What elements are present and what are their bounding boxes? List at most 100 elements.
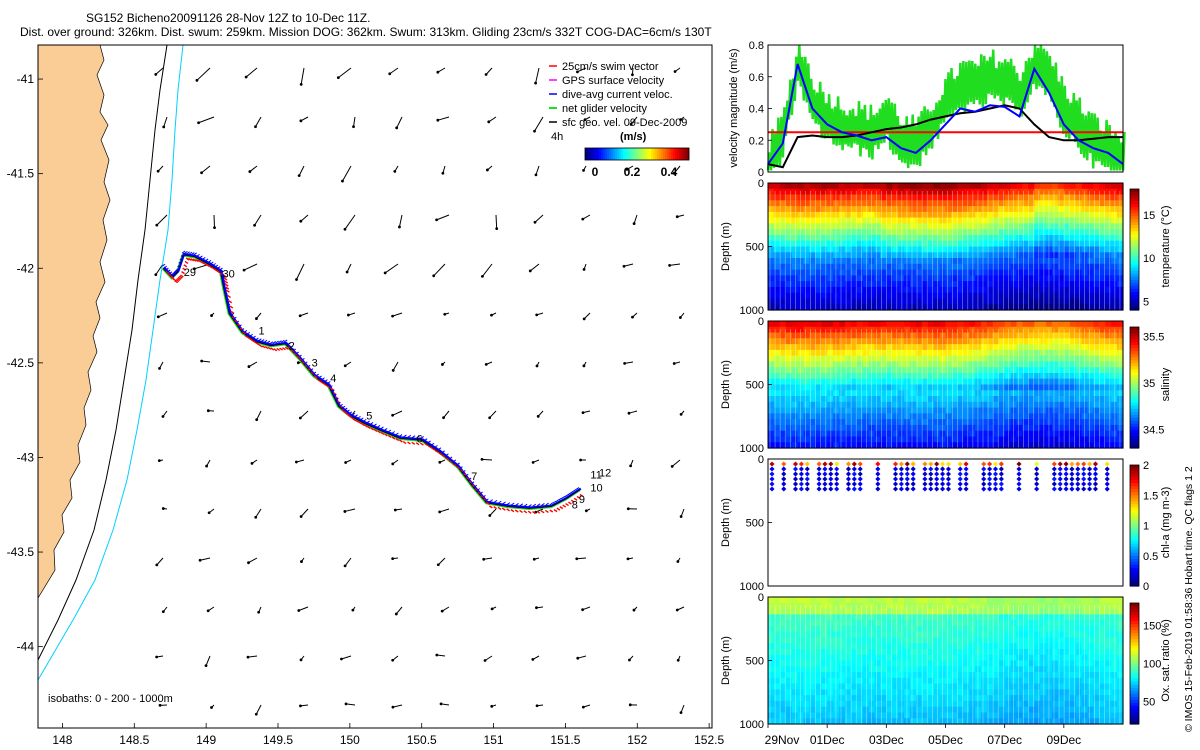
- section-cell: [1063, 614, 1071, 621]
- geo-vector-head: [297, 609, 301, 612]
- section-cell: [1075, 206, 1083, 213]
- swim-vector-mark: [313, 375, 318, 379]
- section-cell: [815, 396, 822, 403]
- section-cell: [1040, 194, 1047, 201]
- section-cell: [797, 229, 805, 236]
- section-cell: [856, 643, 864, 650]
- section-cell: [1004, 361, 1012, 368]
- section-cell: [791, 384, 799, 391]
- section-cell: [1099, 286, 1106, 294]
- section-cell: [768, 660, 775, 667]
- section-cell: [939, 436, 947, 443]
- map-ytick-label-3: -42.5: [7, 356, 35, 370]
- section-cell: [1010, 275, 1018, 282]
- section-cell: [1111, 263, 1118, 271]
- section-cell: [939, 373, 947, 380]
- geo-vector-head: [204, 664, 208, 668]
- section-cell: [874, 223, 881, 230]
- section-cell: [927, 424, 935, 432]
- dac-vector-mark: [502, 501, 506, 505]
- section-cell: [951, 275, 958, 282]
- section-cell: [768, 292, 775, 300]
- section-cell: [803, 637, 810, 644]
- colorbar-step: [1130, 279, 1139, 284]
- section-cell: [1075, 344, 1083, 351]
- section-cell: [969, 240, 976, 248]
- section-cell: [1111, 413, 1118, 420]
- section-cell: [1028, 654, 1035, 662]
- section-cell: [874, 361, 881, 368]
- section-cell: [1075, 361, 1083, 368]
- section-cell: [773, 321, 781, 328]
- section-cell: [827, 424, 834, 432]
- section-cell: [910, 338, 917, 345]
- section-cell: [1010, 401, 1018, 409]
- section-cell: [1040, 326, 1047, 334]
- section-cell: [1004, 217, 1012, 224]
- section-cell: [1040, 384, 1047, 391]
- speed-colorbar-step: [671, 148, 674, 160]
- section-cell: [1016, 442, 1023, 449]
- section-cell: [1105, 401, 1112, 409]
- section-cell: [833, 424, 840, 432]
- section-cell: [1028, 275, 1035, 282]
- dac-vector-mark: [416, 435, 420, 439]
- section-cell: [981, 620, 988, 627]
- section-cell: [1087, 223, 1094, 230]
- section-cell: [1081, 355, 1089, 362]
- section-cell: [886, 407, 893, 414]
- section-cell: [1022, 344, 1029, 351]
- geo-vector: [436, 214, 450, 221]
- chl-sample: [875, 486, 881, 492]
- section-cell: [1040, 269, 1047, 276]
- section-cell: [981, 672, 988, 679]
- section-cell: [1034, 436, 1041, 443]
- section-cell: [1040, 689, 1047, 696]
- section-cell: [975, 419, 982, 426]
- dac-vector-mark: [226, 303, 231, 307]
- section-cell: [803, 677, 810, 685]
- section-cell: [904, 217, 911, 224]
- section-cell: [886, 672, 893, 679]
- section-cell: [862, 269, 870, 276]
- section-cell: [833, 223, 840, 230]
- chl-sample: [898, 466, 904, 472]
- geo-vector-head: [207, 511, 211, 515]
- section-cell: [791, 631, 799, 638]
- section-cell: [1004, 672, 1012, 679]
- section-cell: [1040, 235, 1047, 242]
- section-cell: [998, 188, 1006, 196]
- section-cell: [992, 424, 1000, 432]
- section-cell: [856, 620, 864, 627]
- section-cell: [1004, 407, 1012, 414]
- section-cell: [1034, 631, 1041, 638]
- section-cell: [833, 430, 840, 438]
- colorbar-step: [1130, 390, 1139, 395]
- section-cell: [833, 275, 840, 282]
- section-cell: [1087, 689, 1094, 696]
- geo-vector-head: [495, 227, 499, 231]
- section-cell: [773, 643, 781, 650]
- geo-vector: [389, 67, 399, 75]
- section-cell: [815, 614, 822, 621]
- chl-sample: [1092, 461, 1099, 467]
- geo-vector: [398, 214, 403, 228]
- section-cell: [1093, 654, 1100, 662]
- section-cell: [1117, 597, 1124, 604]
- section-cell: [921, 683, 929, 690]
- section-cell: [1057, 689, 1065, 696]
- section-cell: [915, 390, 923, 397]
- chl-sample: [816, 471, 822, 477]
- section-cell: [910, 602, 917, 610]
- section-cell: [986, 211, 994, 219]
- section-cell: [768, 413, 775, 420]
- chl-sample: [992, 481, 999, 487]
- section-cell: [827, 286, 834, 294]
- section-cell: [773, 344, 781, 351]
- section-cell: [844, 643, 852, 650]
- section-cell: [1034, 396, 1041, 403]
- section-cell: [1081, 332, 1089, 339]
- section-cell: [839, 211, 846, 219]
- section-cell: [1010, 217, 1018, 224]
- section-cell: [1063, 424, 1071, 432]
